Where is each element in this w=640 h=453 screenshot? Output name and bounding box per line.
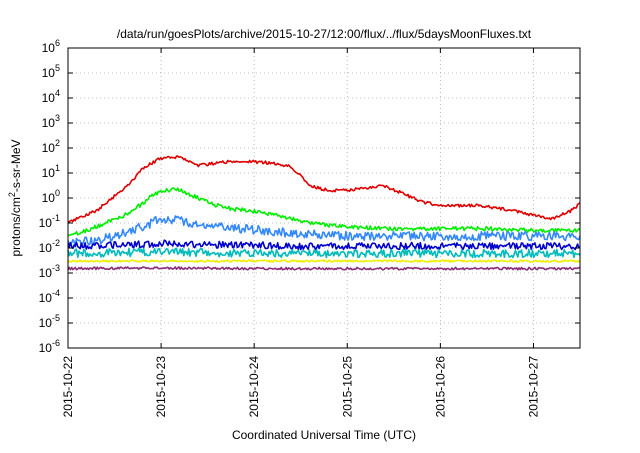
- y-axis-label-exponent: 2: [7, 192, 17, 197]
- x-tick-label: 2015-10-22: [61, 356, 75, 418]
- y-tick-label: 103: [42, 113, 60, 130]
- x-tick-label: 2015-10-24: [247, 356, 261, 418]
- y-tick-exponent: 5: [55, 63, 60, 73]
- x-tick-label: 2015-10-23: [154, 356, 168, 418]
- y-tick-base: 10: [39, 341, 53, 355]
- x-tick-label: 2015-10-26: [433, 356, 447, 418]
- y-tick-exponent: -6: [52, 338, 60, 348]
- series-line: [67, 247, 581, 259]
- y-axis: 10-610-510-410-310-210-11001011021031041…: [39, 38, 580, 355]
- x-tick-label: 2015-10-27: [526, 356, 540, 418]
- series-line: [67, 239, 581, 251]
- y-tick-exponent: -5: [52, 313, 60, 323]
- x-axis: 2015-10-22 2015-10-23 2015-10-24 2015-10-25…: [61, 48, 540, 417]
- x-tick-label: 2015-10-25: [340, 356, 354, 418]
- y-tick-base: 10: [42, 91, 56, 105]
- series-line: [67, 215, 581, 248]
- y-tick-exponent: -2: [52, 238, 60, 248]
- y-tick-base: 10: [39, 216, 53, 230]
- y-axis-label-units: -s-sr-MeV: [9, 139, 23, 192]
- series-line: [67, 187, 581, 237]
- y-tick-exponent: 0: [55, 188, 60, 198]
- y-tick-base: 10: [42, 116, 56, 130]
- y-tick-exponent: 2: [55, 138, 60, 148]
- y-tick-label: 10-1: [39, 213, 60, 230]
- y-tick-base: 10: [42, 141, 56, 155]
- y-tick-label: 105: [42, 63, 60, 80]
- y-tick-base: 10: [39, 291, 53, 305]
- y-tick-exponent: -4: [52, 288, 60, 298]
- y-tick-label: 104: [42, 88, 60, 105]
- y-tick-base: 10: [39, 266, 53, 280]
- y-tick-label: 10-5: [39, 313, 60, 330]
- y-tick-exponent: 3: [55, 113, 60, 123]
- y-tick-label: 10-2: [39, 238, 60, 255]
- y-tick-label: 106: [42, 38, 60, 55]
- grid-lines: [68, 48, 580, 348]
- series-line: [67, 155, 581, 224]
- y-tick-exponent: -3: [52, 263, 60, 273]
- y-tick-label: 100: [42, 188, 60, 205]
- y-axis-label: protons/cm2-s-sr-MeV: [7, 139, 23, 256]
- y-tick-base: 10: [42, 166, 56, 180]
- y-tick-base: 10: [42, 66, 56, 80]
- y-tick-base: 10: [39, 316, 53, 330]
- series-line: [67, 266, 581, 271]
- y-tick-label: 101: [42, 163, 60, 180]
- chart-title: /data/run/goesPlots/archive/2015-10-27/1…: [117, 27, 532, 41]
- y-tick-label: 10-6: [39, 338, 60, 355]
- data-series-group: [67, 155, 581, 271]
- y-tick-exponent: -1: [52, 213, 60, 223]
- y-tick-label: 102: [42, 138, 60, 155]
- y-tick-label: 10-4: [39, 288, 60, 305]
- y-axis-label-main: protons/cm: [9, 197, 23, 256]
- y-tick-base: 10: [42, 191, 56, 205]
- x-axis-label: Coordinated Universal Time (UTC): [232, 428, 416, 442]
- y-tick-exponent: 1: [55, 163, 60, 173]
- series-line: [67, 259, 581, 263]
- y-tick-base: 10: [42, 41, 56, 55]
- y-tick-base: 10: [39, 241, 53, 255]
- y-tick-exponent: 6: [55, 38, 60, 48]
- y-tick-label: 10-3: [39, 263, 60, 280]
- y-tick-exponent: 4: [55, 88, 60, 98]
